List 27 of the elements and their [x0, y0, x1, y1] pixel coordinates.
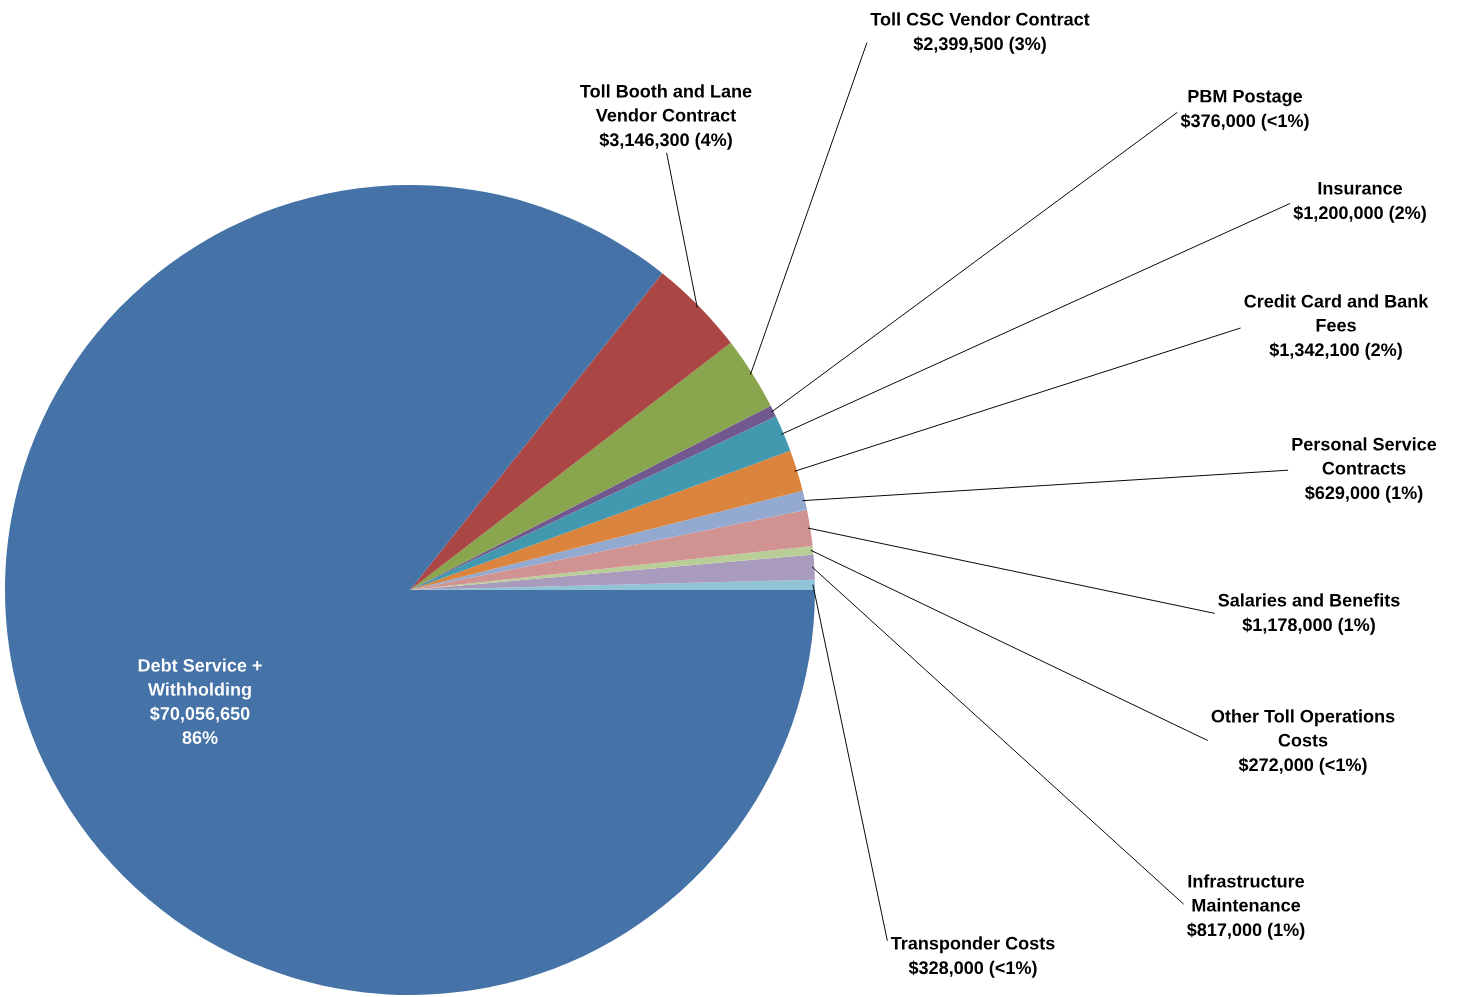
data-label: $328,000 (<1%) — [908, 960, 1037, 978]
slice-label: PBM Postage — [1188, 89, 1303, 107]
pie-slice — [5, 185, 815, 995]
slice-label: Credit Card and Bank Fees — [1244, 294, 1429, 332]
data-label: $272,000 (<1%) — [1238, 757, 1367, 775]
slice-label: Other Toll Operations Costs — [1211, 709, 1395, 747]
slice-label: Debt Service + Withholding — [138, 658, 262, 700]
data-label: $1,178,000 (1%) — [1242, 617, 1375, 635]
data-label: $70,056,650 86% — [150, 706, 250, 744]
pie-slice — [410, 273, 731, 590]
slice-label: Toll Booth and Lane Vendor Contract — [580, 84, 752, 122]
slice-label: Personal Service Contracts — [1292, 437, 1437, 475]
data-label: $3,146,300 (4%) — [599, 132, 732, 150]
pie-slice — [410, 342, 771, 590]
data-label: $1,342,100 (2%) — [1269, 342, 1402, 360]
slice-label: Salaries and Benefits — [1218, 593, 1400, 607]
slice-label: Insurance — [1318, 181, 1403, 195]
slice-label: Infrastructure Maintenance — [1188, 874, 1305, 912]
data-label: $2,399,500 (3%) — [913, 36, 1046, 54]
data-label: $376,000 (<1%) — [1180, 113, 1309, 131]
data-label: $1,200,000 (2%) — [1293, 205, 1426, 223]
pie-slice — [410, 450, 803, 590]
pie-slice — [410, 509, 813, 590]
data-label: $629,000 (1%) — [1305, 485, 1423, 503]
slice-label: Transponder Costs — [890, 936, 1055, 954]
data-label: $817,000 (1%) — [1187, 922, 1305, 940]
slice-label: Toll CSC Vendor Contract — [870, 12, 1090, 26]
